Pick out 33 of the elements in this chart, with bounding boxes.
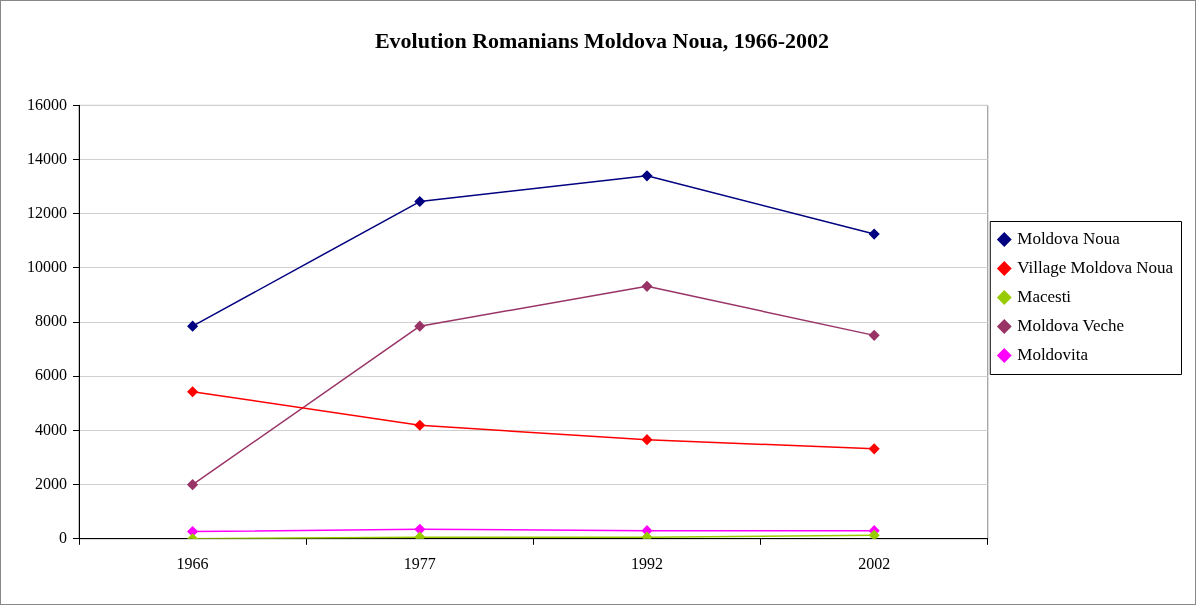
x-tick-label: 2002 <box>858 554 891 572</box>
y-tick-label: 6000 <box>35 366 67 384</box>
legend-label: Moldovita <box>1017 344 1089 364</box>
point <box>414 320 426 332</box>
legend-label: Moldova Noua <box>1017 228 1121 248</box>
x-tick-label: 1992 <box>630 554 663 572</box>
x-tick-label: 1977 <box>403 554 436 572</box>
point <box>868 330 880 341</box>
point <box>641 281 653 292</box>
point <box>414 524 426 535</box>
point <box>187 320 198 332</box>
chart-title: Evolution Romanians Moldova Noua, 1966-2002 <box>374 27 830 53</box>
point <box>187 479 198 490</box>
point <box>414 420 426 431</box>
y-tick-label: 10000 <box>27 258 67 276</box>
y-tick-label: 2000 <box>35 474 67 492</box>
point <box>187 386 198 397</box>
y-tick-label: 16000 <box>27 95 67 113</box>
legend-label: Moldova Veche <box>1017 315 1125 335</box>
legend-label: Macesti <box>1017 286 1072 306</box>
point <box>414 196 426 207</box>
legend-label: Village Moldova Noua <box>1017 257 1174 277</box>
point <box>868 530 880 539</box>
point <box>868 443 880 455</box>
y-tick-label: 8000 <box>35 312 67 330</box>
point <box>868 228 880 240</box>
y-tick-label: 12000 <box>27 203 67 221</box>
y-tick-label: 14000 <box>27 149 67 167</box>
y-tick-label: 4000 <box>35 420 67 438</box>
point <box>641 434 653 445</box>
x-tick-label: 1966 <box>176 554 209 572</box>
point <box>641 170 653 182</box>
y-tick-label: 0 <box>59 529 67 546</box>
